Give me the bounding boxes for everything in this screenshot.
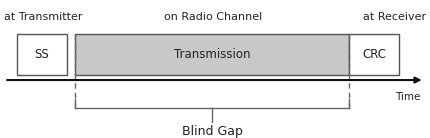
Text: SS: SS (34, 48, 49, 61)
Text: Transmission: Transmission (174, 48, 250, 61)
Text: at Receiver: at Receiver (362, 12, 425, 22)
Text: at Transmitter: at Transmitter (4, 12, 82, 22)
Text: Time: Time (394, 92, 419, 102)
Text: CRC: CRC (361, 48, 385, 61)
Bar (348, 34, 398, 75)
Bar (75, 34, 348, 75)
Text: Blind Gap: Blind Gap (181, 125, 242, 138)
Bar (17, 34, 67, 75)
Text: on Radio Channel: on Radio Channel (164, 12, 262, 22)
